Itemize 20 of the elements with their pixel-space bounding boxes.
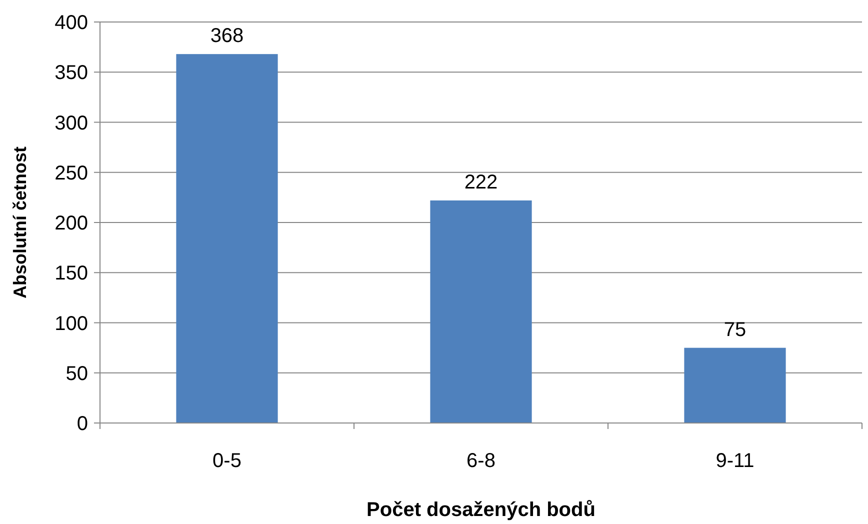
y-tick-label: 0 (76, 413, 88, 435)
x-tick-label: 0-5 (212, 450, 242, 472)
x-tick-label: 9-11 (716, 450, 754, 472)
bar (684, 348, 786, 423)
data-label: 222 (464, 171, 498, 194)
y-tick-label: 400 (54, 12, 88, 34)
y-axis-title: Absolutní četnost (10, 146, 30, 298)
x-tick-label: 6-8 (466, 450, 496, 472)
bar (176, 54, 278, 423)
y-tick-label: 200 (54, 212, 88, 234)
data-label: 75 (724, 318, 746, 341)
y-tick-label: 350 (54, 62, 88, 84)
y-tick-label: 150 (54, 262, 88, 285)
y-tick-label: 50 (66, 362, 88, 385)
x-axis-title: Počet dosažených bodů (366, 499, 596, 521)
y-tick-label: 100 (54, 312, 88, 335)
bar (430, 200, 532, 423)
data-label: 368 (210, 25, 244, 48)
y-tick-label: 300 (54, 112, 88, 134)
y-tick-label: 250 (54, 162, 88, 184)
